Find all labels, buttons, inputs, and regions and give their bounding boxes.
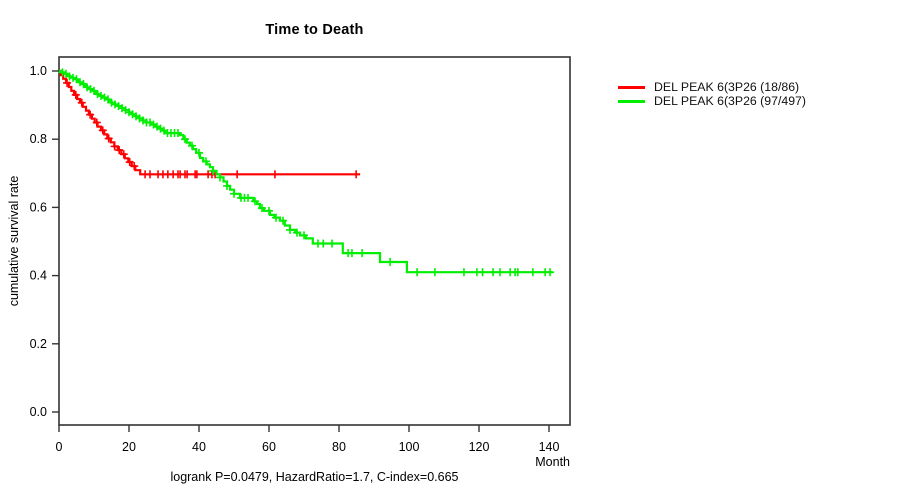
legend-row-group2: DEL PEAK 6(3P26 (97/497) (618, 94, 806, 108)
legend-line-green-icon (618, 99, 645, 103)
y-axis: 0.0 0.2 0.4 0.6 0.8 1.0 (30, 64, 59, 419)
legend-label-group2: DEL PEAK 6(3P26 (97/497) (654, 94, 806, 108)
x-tick-label: 100 (399, 440, 420, 454)
y-tick-label: 0.0 (30, 405, 47, 419)
y-tick-label: 0.4 (30, 269, 47, 283)
x-tick-label: 60 (262, 440, 276, 454)
y-tick-label: 0.2 (30, 337, 47, 351)
x-tick-label: 80 (332, 440, 346, 454)
x-tick-label: 0 (56, 440, 63, 454)
x-tick-label: 40 (192, 440, 206, 454)
legend-row-group1: DEL PEAK 6(3P26 (18/86) (618, 80, 806, 94)
chart-title: Time to Death (265, 22, 364, 38)
y-tick-label: 1.0 (30, 64, 47, 78)
survival-curve-red (59, 69, 361, 179)
legend-label-group1: DEL PEAK 6(3P26 (18/86) (654, 80, 800, 94)
x-tick-label: 120 (469, 440, 490, 454)
x-tick-label: 140 (539, 440, 560, 454)
legend: DEL PEAK 6(3P26 (18/86) DEL PEAK 6(3P26 … (618, 80, 806, 108)
x-axis: 0 20 40 60 80 100 120 140 (56, 425, 560, 454)
stats-annotation: logrank P=0.0479, HazardRatio=1.7, C-ind… (170, 470, 459, 484)
x-tick-label: 20 (122, 440, 136, 454)
plot-box (58, 56, 571, 426)
survival-curve-green (58, 68, 555, 277)
y-tick-label: 0.8 (30, 132, 47, 146)
x-axis-label: Month (535, 455, 570, 469)
y-tick-label: 0.6 (30, 200, 47, 214)
legend-line-red-icon (618, 85, 645, 89)
